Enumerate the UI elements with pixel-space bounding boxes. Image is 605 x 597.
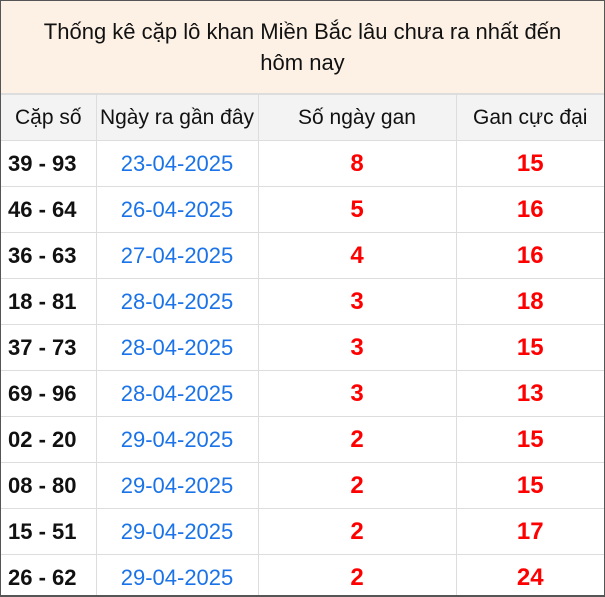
table-row: 15 - 51 29-04-2025 2 17 <box>1 508 604 555</box>
pair-cell: 18 - 81 <box>1 278 97 325</box>
header-row: Cặp số Ngày ra gần đây Số ngày gan Gan c… <box>1 94 604 141</box>
table-row: 37 - 73 28-04-2025 3 15 <box>1 324 604 371</box>
days-cell: 3 <box>257 370 457 417</box>
table-row: 46 - 64 26-04-2025 5 16 <box>1 186 604 233</box>
pair-cell: 36 - 63 <box>1 232 97 279</box>
pair-cell: 15 - 51 <box>1 508 97 555</box>
last-date-cell: 29-04-2025 <box>95 554 259 595</box>
last-date-cell: 29-04-2025 <box>95 462 259 509</box>
max-cell: 18 <box>455 278 604 325</box>
pair-cell: 69 - 96 <box>1 370 97 417</box>
max-cell: 15 <box>455 462 604 509</box>
last-date-cell: 23-04-2025 <box>95 140 259 187</box>
table-row: 02 - 20 29-04-2025 2 15 <box>1 416 604 463</box>
days-cell: 8 <box>257 140 457 187</box>
days-cell: 5 <box>257 186 457 233</box>
pair-cell: 26 - 62 <box>1 554 97 595</box>
days-cell: 2 <box>257 554 457 595</box>
days-cell: 2 <box>257 508 457 555</box>
max-cell: 17 <box>455 508 604 555</box>
pair-cell: 37 - 73 <box>1 324 97 371</box>
table-row: 39 - 93 23-04-2025 8 15 <box>1 140 604 187</box>
days-cell: 4 <box>257 232 457 279</box>
max-cell: 13 <box>455 370 604 417</box>
max-cell: 16 <box>455 186 604 233</box>
table-row: 26 - 62 29-04-2025 2 24 <box>1 554 604 595</box>
pair-cell: 39 - 93 <box>1 140 97 187</box>
days-cell: 3 <box>257 324 457 371</box>
max-cell: 15 <box>455 416 604 463</box>
table-row: 18 - 81 28-04-2025 3 18 <box>1 278 604 325</box>
last-date-cell: 28-04-2025 <box>95 278 259 325</box>
table-title: Thống kê cặp lô khan Miền Bắc lâu chưa r… <box>1 1 604 94</box>
last-date-cell: 29-04-2025 <box>95 416 259 463</box>
max-cell: 24 <box>455 554 604 595</box>
max-cell: 16 <box>455 232 604 279</box>
header-pair: Cặp số <box>1 94 97 141</box>
days-cell: 2 <box>257 416 457 463</box>
pair-cell: 46 - 64 <box>1 186 97 233</box>
last-date-cell: 27-04-2025 <box>95 232 259 279</box>
gan-table: Cặp số Ngày ra gần đây Số ngày gan Gan c… <box>1 94 604 595</box>
pair-cell: 02 - 20 <box>1 416 97 463</box>
max-cell: 15 <box>455 140 604 187</box>
table-row: 08 - 80 29-04-2025 2 15 <box>1 462 604 509</box>
table-row: 69 - 96 28-04-2025 3 13 <box>1 370 604 417</box>
last-date-cell: 28-04-2025 <box>95 324 259 371</box>
pair-cell: 08 - 80 <box>1 462 97 509</box>
header-max: Gan cực đại <box>455 94 604 141</box>
days-cell: 3 <box>257 278 457 325</box>
last-date-cell: 26-04-2025 <box>95 186 259 233</box>
last-date-cell: 28-04-2025 <box>95 370 259 417</box>
header-last-date: Ngày ra gần đây <box>95 94 259 141</box>
days-cell: 2 <box>257 462 457 509</box>
table-row: 36 - 63 27-04-2025 4 16 <box>1 232 604 279</box>
max-cell: 15 <box>455 324 604 371</box>
header-days: Số ngày gan <box>257 94 457 141</box>
last-date-cell: 29-04-2025 <box>95 508 259 555</box>
